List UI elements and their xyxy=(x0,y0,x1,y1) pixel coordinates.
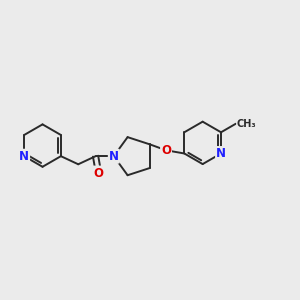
Text: N: N xyxy=(109,150,119,163)
Text: N: N xyxy=(216,147,226,160)
Text: O: O xyxy=(161,144,171,157)
Text: N: N xyxy=(19,150,29,163)
Text: O: O xyxy=(94,167,103,179)
Text: CH₃: CH₃ xyxy=(237,119,256,129)
